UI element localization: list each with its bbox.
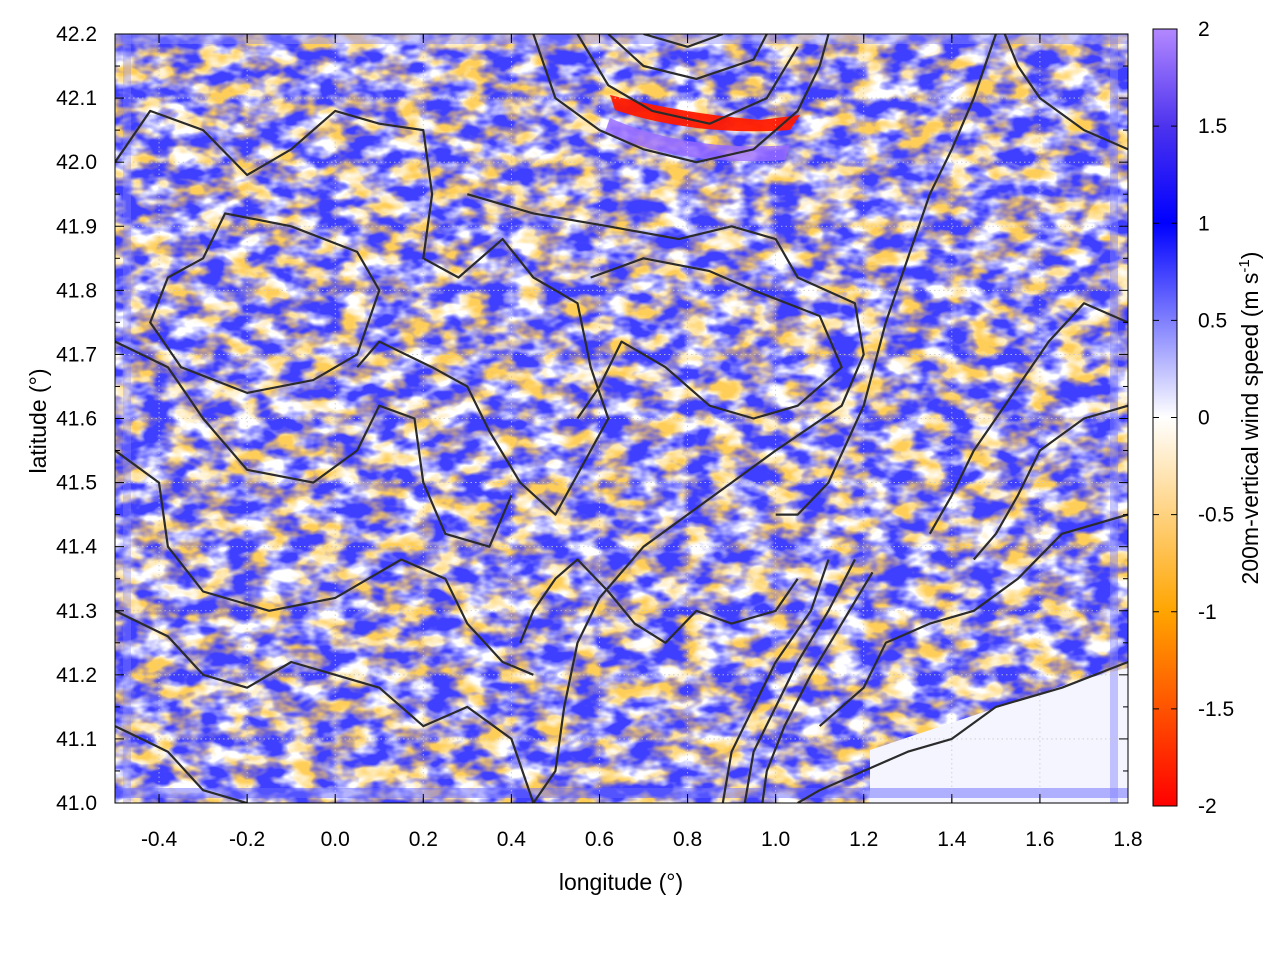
colorbar-title-close: ) <box>1237 252 1263 260</box>
y-tick-label: 42.0 <box>56 151 97 174</box>
terrain-contour-line <box>775 34 997 516</box>
x-tick-label: 0.4 <box>497 828 527 851</box>
x-tick-label: 1.4 <box>937 828 967 851</box>
x-tick-label: 0.8 <box>673 828 702 851</box>
strong-downdraft-band <box>610 95 800 132</box>
y-tick-label: 41.5 <box>56 472 97 495</box>
terrain-contour-line <box>928 302 1128 535</box>
colorbar-ticks: 2 1.5 1 0.5 0 -0.5 -1 -1.5 -2 <box>1153 18 1234 818</box>
axis-ticks <box>115 33 1129 804</box>
x-tick-label: 0.6 <box>585 828 614 851</box>
x-tick-label: -0.4 <box>141 828 178 851</box>
colorbar-tick-label: -0.5 <box>1198 504 1234 527</box>
terrain-contour-line <box>1003 34 1128 151</box>
terrain-contour-line <box>115 725 248 803</box>
colorbar-title-main: 200m-vertical wind speed (m s <box>1237 273 1263 585</box>
terrain-contour-line <box>519 558 799 644</box>
x-tick-label: -0.2 <box>229 828 265 851</box>
x-tick-label: 0.2 <box>409 828 438 851</box>
terrain-contour-line <box>576 34 799 125</box>
colorbar-tick-label: -2 <box>1198 795 1217 818</box>
terrain-contour-line <box>643 34 724 48</box>
terrain-contour-line <box>532 34 830 164</box>
colorbar-tick-label: 0.5 <box>1198 309 1227 332</box>
y-tick-labels: 41.0 41.1 41.2 41.3 41.4 41.5 41.6 41.7 41.8 41.9… <box>56 23 97 815</box>
colorbar-title-sup: -1 <box>1236 259 1253 272</box>
terrain-contour-line <box>149 212 381 394</box>
y-axis-title: latitude (°) <box>25 368 51 473</box>
terrain-contour-line <box>115 449 534 676</box>
terrain-contour-line <box>818 513 1128 727</box>
x-tick-label: 1.8 <box>1113 828 1142 851</box>
plot-area <box>114 33 1129 804</box>
colorbar-title: 200m-vertical wind speed (m s-1) <box>1236 252 1263 585</box>
x-tick-label: 0.0 <box>321 828 350 851</box>
colorbar-tick-label: 1.5 <box>1198 115 1227 138</box>
terrain-contour-line <box>721 559 830 803</box>
terrain-contour-line <box>761 571 874 803</box>
terrain-contour-line <box>607 34 768 80</box>
colorbar-tick-label: -1 <box>1198 601 1217 624</box>
terrain-contour-line <box>972 404 1128 561</box>
terrain-contour-line <box>115 609 535 803</box>
y-tick-label: 41.3 <box>56 600 97 623</box>
x-tick-label: 1.0 <box>761 828 790 851</box>
colorbar-tick-label: 2 <box>1198 18 1210 41</box>
terrain-contour-line <box>743 558 856 803</box>
boundary-updraft-bottom <box>115 788 1128 798</box>
sea-area <box>870 668 1128 803</box>
boundary-updraft-left <box>123 34 131 803</box>
y-tick-label: 42.1 <box>56 87 97 110</box>
boundary-updraft-top <box>115 34 1128 44</box>
terrain-contour-line <box>115 340 513 548</box>
y-tick-label: 41.4 <box>56 536 97 559</box>
colorbar-tick-label: 0 <box>1198 407 1210 430</box>
y-tick-label: 41.8 <box>56 279 97 302</box>
y-tick-label: 42.2 <box>56 23 97 46</box>
terrain-contour-line <box>466 193 865 803</box>
x-axis-title: longitude (°) <box>559 869 683 895</box>
colorbar-tick-label: 1 <box>1198 212 1210 235</box>
terrain-contour-line <box>797 660 1128 803</box>
x-tick-labels: -0.4 -0.2 0.0 0.2 0.4 0.6 0.8 1.0 1.2 1.4 1.6 1.8 <box>141 828 1143 851</box>
colorbar-tick-label: -1.5 <box>1198 698 1234 721</box>
colorbar: 2 1.5 1 0.5 0 -0.5 -1 -1.5 -2 <box>1152 18 1234 818</box>
x-tick-label: 1.2 <box>849 828 878 851</box>
x-tick-label: 1.6 <box>1025 828 1054 851</box>
terrain-contours <box>115 34 1128 803</box>
field-texture <box>115 34 1128 803</box>
y-tick-label: 41.0 <box>56 792 97 815</box>
y-tick-label: 41.7 <box>56 343 97 366</box>
y-tick-label: 41.6 <box>56 408 97 431</box>
y-tick-label: 41.1 <box>56 728 97 751</box>
updraft-texture <box>115 34 1128 803</box>
terrain-contour-line <box>576 257 843 420</box>
terrain-contour-line <box>115 109 610 516</box>
y-tick-label: 41.9 <box>56 215 97 238</box>
y-tick-label: 41.2 <box>56 664 97 687</box>
